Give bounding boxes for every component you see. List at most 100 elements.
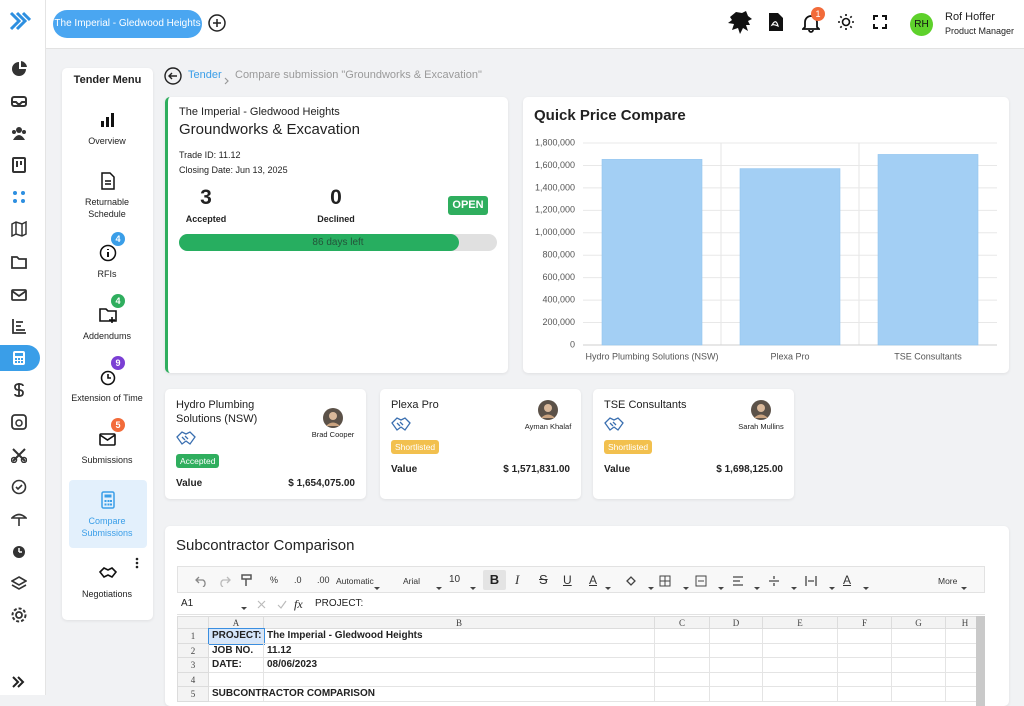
toolbar-item[interactable]: .0 — [294, 575, 302, 585]
sheet-cell[interactable] — [655, 629, 710, 644]
sheet-cell[interactable]: DATE: — [209, 658, 264, 673]
paint-format[interactable] — [241, 574, 253, 592]
nav-icon[interactable] — [11, 318, 27, 339]
avatar[interactable]: RH — [910, 13, 933, 36]
dropdown-caret[interactable] — [863, 578, 869, 596]
menu-icon[interactable] — [99, 368, 117, 391]
toolbar-item[interactable]: U — [563, 573, 572, 587]
sheet-cell[interactable] — [838, 629, 892, 644]
nav-icon[interactable] — [11, 220, 27, 242]
align[interactable] — [732, 574, 744, 592]
menu-icon[interactable] — [99, 491, 117, 514]
more-button[interactable] — [135, 556, 139, 574]
sheet-cell[interactable] — [892, 658, 946, 673]
dropdown-caret[interactable] — [791, 578, 797, 596]
sheet-cell[interactable] — [763, 629, 838, 644]
dropdown-caret[interactable] — [605, 578, 611, 596]
nav-icon[interactable] — [11, 414, 27, 435]
dropdown-caret[interactable] — [754, 578, 760, 596]
toolbar-item[interactable]: Automatic — [336, 576, 374, 586]
nav-icon[interactable] — [11, 287, 27, 308]
add-button[interactable] — [207, 13, 227, 38]
menu-label[interactable]: Addendums — [82, 331, 132, 341]
sheet-cell[interactable] — [892, 643, 946, 659]
nav-icon[interactable] — [11, 93, 27, 114]
sheet-cell[interactable] — [655, 643, 710, 659]
nav-icon[interactable] — [11, 157, 27, 178]
nav-icon[interactable] — [11, 607, 27, 628]
menu-label[interactable]: Overview — [88, 136, 126, 146]
nav-icon[interactable] — [11, 61, 27, 82]
menu-icon[interactable] — [98, 564, 118, 587]
menu-label[interactable]: RFIs — [97, 269, 117, 279]
sheet-cell[interactable]: The Imperial - Gledwood Heights — [264, 629, 655, 644]
menu-label[interactable]: Returnable Schedule — [84, 197, 130, 219]
menu-label[interactable]: Submissions — [81, 455, 133, 465]
sheet-cell[interactable]: JOB NO. — [209, 643, 264, 659]
dropdown-caret[interactable] — [961, 578, 967, 596]
valign[interactable] — [768, 574, 780, 592]
toolbar-item[interactable]: .00 — [317, 575, 330, 585]
dropdown-caret[interactable] — [374, 578, 380, 596]
sheet-cell[interactable] — [710, 672, 763, 688]
sheet-cell[interactable]: PROJECT: — [208, 628, 265, 645]
breadcrumb-link[interactable]: Tender — [188, 69, 222, 81]
dropdown-caret[interactable] — [436, 578, 442, 596]
toolbar-item[interactable]: S — [539, 572, 548, 587]
wrap[interactable] — [805, 574, 817, 592]
sheet-cell[interactable] — [763, 658, 838, 673]
nav-icon[interactable] — [11, 543, 27, 564]
fill-color[interactable] — [625, 574, 637, 592]
theme-icon[interactable] — [837, 13, 855, 36]
nav-icon[interactable] — [10, 575, 28, 596]
sheet-cell[interactable]: 08/06/2023 — [264, 658, 655, 673]
sheet-cell[interactable] — [838, 643, 892, 659]
sheet-cell[interactable] — [710, 658, 763, 673]
menu-icon[interactable] — [99, 306, 117, 329]
back-button[interactable] — [164, 67, 182, 90]
sheet-cell[interactable] — [892, 629, 946, 644]
menu-label[interactable]: Extension of Time — [71, 393, 143, 403]
menu-icon[interactable] — [99, 244, 117, 267]
dropdown-caret[interactable] — [718, 578, 724, 596]
nav-icon[interactable] — [11, 350, 27, 371]
borders[interactable] — [659, 574, 671, 592]
toolbar-item[interactable]: A — [843, 573, 852, 587]
dropdown-caret[interactable] — [470, 578, 476, 596]
sheet-cell[interactable] — [264, 672, 655, 688]
cell-ref-caret[interactable] — [241, 603, 247, 614]
undo-button[interactable] — [195, 574, 208, 592]
sheet-cell[interactable]: 11.12 — [264, 643, 655, 659]
nav-icon[interactable] — [11, 254, 27, 275]
dropdown-caret[interactable] — [829, 578, 835, 596]
nav-icon[interactable] — [10, 511, 28, 532]
toolbar-item[interactable]: I — [515, 572, 520, 587]
nav-icon[interactable] — [11, 382, 27, 403]
merge[interactable] — [695, 574, 707, 592]
expand-icon[interactable] — [11, 675, 25, 694]
toolbar-item[interactable]: Arial — [403, 576, 421, 586]
toolbar-item[interactable]: B — [483, 570, 506, 590]
toolbar-item[interactable]: More — [938, 576, 958, 586]
brand-icon[interactable] — [726, 9, 754, 42]
menu-icon[interactable] — [99, 172, 117, 195]
menu-label[interactable]: Negotiations — [81, 589, 133, 599]
menu-label[interactable]: Compare Submissions — [81, 516, 133, 538]
sheet-cell[interactable] — [838, 658, 892, 673]
project-pill[interactable]: The Imperial - Gledwood Heights — [53, 10, 202, 38]
fullscreen-icon[interactable] — [873, 15, 887, 34]
nav-icon[interactable] — [11, 189, 27, 210]
nav-icon[interactable] — [11, 479, 27, 500]
sheet-cell[interactable] — [710, 643, 763, 659]
sheet-cell[interactable] — [655, 672, 710, 688]
sheet-cell[interactable] — [763, 643, 838, 659]
sheet-cell[interactable] — [655, 658, 710, 673]
dropdown-caret[interactable] — [648, 578, 654, 596]
sheet-cell[interactable] — [838, 672, 892, 688]
pdf-icon[interactable] — [768, 12, 784, 37]
sheet-cell[interactable] — [763, 672, 838, 688]
sheet-cell[interactable] — [209, 672, 264, 688]
toolbar-item[interactable]: A — [589, 573, 598, 587]
nav-icon[interactable] — [10, 447, 28, 468]
sheet-cell[interactable] — [892, 672, 946, 688]
